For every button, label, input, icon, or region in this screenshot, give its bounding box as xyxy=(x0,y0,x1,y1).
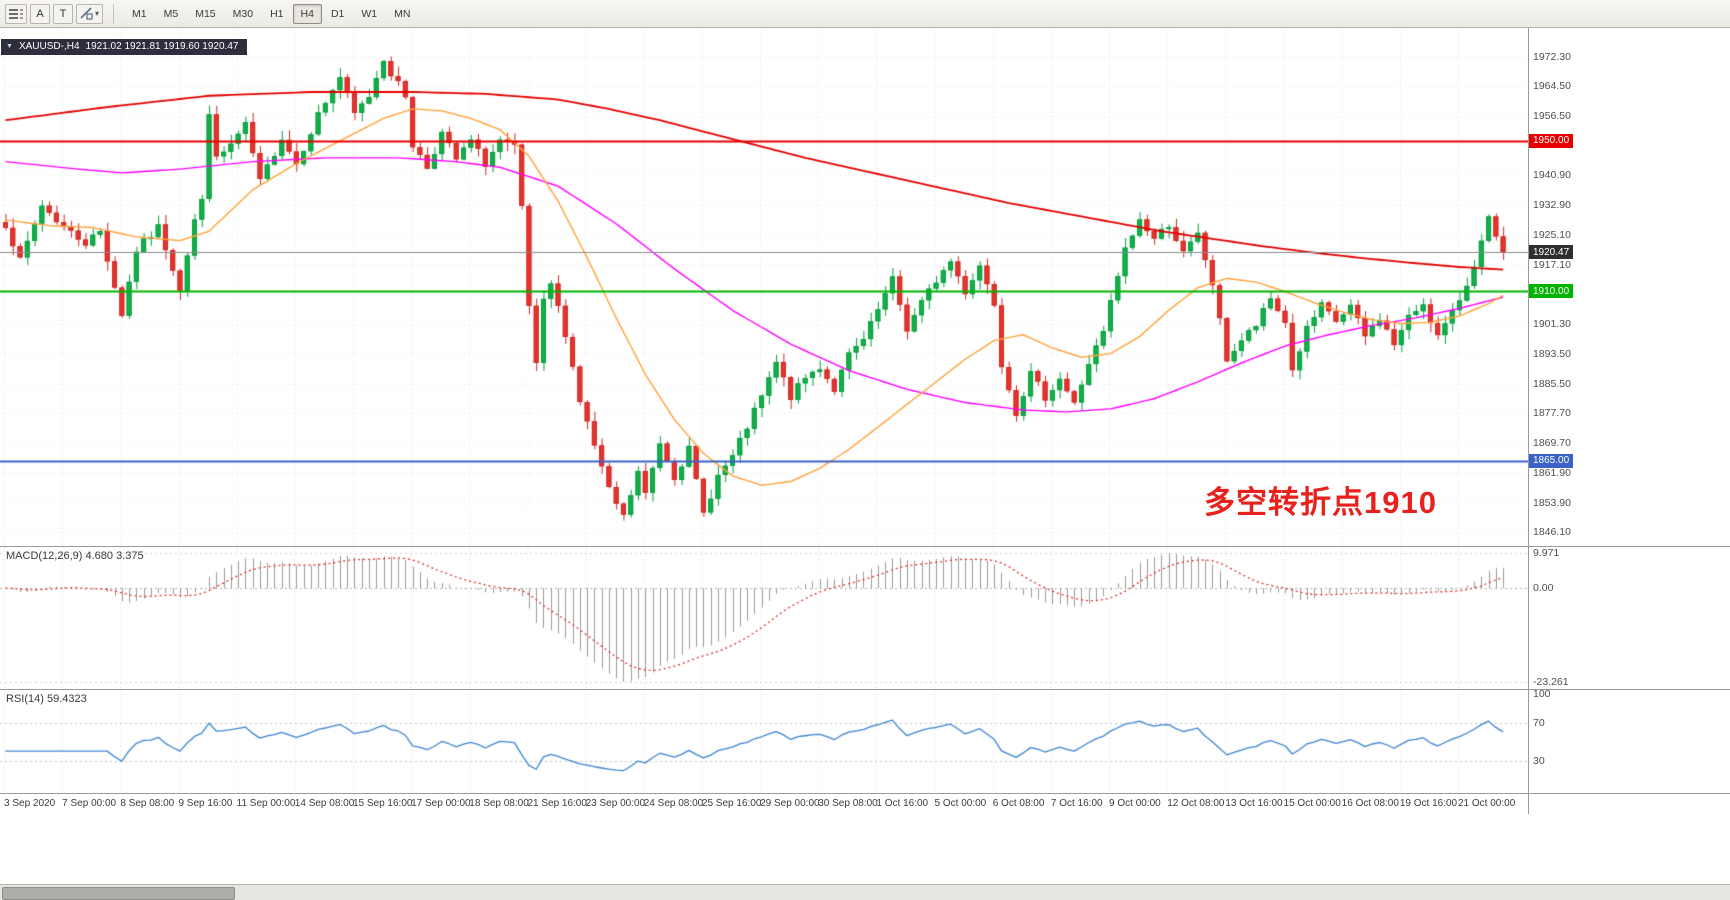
shapes-dropdown-button[interactable]: ▾ xyxy=(76,3,104,24)
time-axis-label: 19 Oct 16:00 xyxy=(1399,798,1458,809)
toolbar-separator xyxy=(113,3,115,24)
price-axis-label: 1846.10 xyxy=(1533,525,1571,538)
timeframe-button-m15[interactable]: M15 xyxy=(187,4,223,24)
price-tag-1910-00: 1910.00 xyxy=(1529,284,1574,299)
price-axis-label: 1925.10 xyxy=(1533,228,1571,241)
time-axis-label: 8 Sep 08:00 xyxy=(120,798,175,809)
chart-ohlc-values: 1921.02 1921.81 1919.60 1920.47 xyxy=(85,41,239,52)
price-axis-label: 1869.70 xyxy=(1533,437,1571,450)
toolbar: A T ▾ M1 M5 M15 M30 H1 H4 D1 W1 MN xyxy=(0,0,1730,28)
time-axis-label: 23 Sep 00:00 xyxy=(585,798,646,809)
time-axis-label: 3 Sep 2020 xyxy=(4,798,56,809)
timeframe-button-h4[interactable]: H4 xyxy=(292,3,322,24)
chevron-down-icon: ▾ xyxy=(95,9,100,18)
time-axis-label: 14 Sep 08:00 xyxy=(294,798,355,809)
timeframe-button-m5[interactable]: M5 xyxy=(156,4,187,24)
timeframe-button-h1[interactable]: H1 xyxy=(262,4,291,24)
time-axis-label: 30 Sep 08:00 xyxy=(818,798,878,809)
time-axis[interactable]: 3 Sep 2020 7 Sep 00:00 8 Sep 08:00 9 Sep 16… xyxy=(0,793,1730,814)
time-axis-label: 21 Oct 00:00 xyxy=(1458,798,1516,809)
time-axis-label: 1 Oct 16:00 xyxy=(876,798,929,809)
price-axis-label: 1893.50 xyxy=(1533,347,1571,360)
insert-arrow-tool-button[interactable]: A xyxy=(30,3,50,24)
time-axis-label: 15 Oct 00:00 xyxy=(1283,798,1341,809)
time-axis-label: 16 Oct 08:00 xyxy=(1341,798,1399,809)
price-axis[interactable]: 1972.30 1964.50 1956.50 1940.90 1932.90 1925.… xyxy=(1528,28,1730,814)
time-axis-label: 13 Oct 16:00 xyxy=(1225,798,1283,809)
timeframe-button-d1[interactable]: D1 xyxy=(323,4,352,24)
time-axis-label: 18 Sep 08:00 xyxy=(469,798,529,809)
price-axis-label: 1940.90 xyxy=(1533,169,1571,182)
chart-annotation-text: 多空转折点1910 xyxy=(1204,485,1437,520)
macd-axis-label: -23.261 xyxy=(1533,675,1569,688)
time-axis-label: 24 Sep 08:00 xyxy=(643,798,704,809)
chart-list-icon[interactable] xyxy=(5,3,27,24)
rsi-axis-label: 70 xyxy=(1533,716,1545,729)
time-axis-label: 5 Oct 00:00 xyxy=(934,798,987,809)
price-axis-label: 1956.50 xyxy=(1533,110,1571,123)
macd-axis-label: 0.00 xyxy=(1533,582,1554,595)
price-axis-label: 1877.70 xyxy=(1533,407,1571,420)
price-tag-1920-47: 1920.47 xyxy=(1529,245,1574,260)
price-axis-label: 1853.90 xyxy=(1533,496,1571,509)
time-axis-label: 7 Oct 16:00 xyxy=(1050,798,1103,809)
timeframe-button-m30[interactable]: M30 xyxy=(225,4,261,24)
main-chart-canvas[interactable] xyxy=(0,28,1528,546)
time-axis-label: 7 Sep 00:00 xyxy=(62,798,117,809)
rsi-axis-label: 100 xyxy=(1533,688,1551,700)
time-axis-label: 12 Oct 08:00 xyxy=(1167,798,1225,809)
macd-indicator-label: MACD(12,26,9) 4.680 3.375 xyxy=(6,550,144,562)
price-axis-label: 1901.30 xyxy=(1533,318,1571,331)
time-axis-label: 15 Sep 16:00 xyxy=(352,798,413,809)
price-axis-label: 1917.10 xyxy=(1533,258,1571,271)
time-axis-label: 21 Sep 16:00 xyxy=(527,798,587,809)
collapse-triangle-icon[interactable]: ▼ xyxy=(6,43,13,50)
horizontal-scrollbar[interactable] xyxy=(0,884,1730,900)
chart-title-overlay: ▼ XAUUSD-,H4 1921.02 1921.81 1919.60 192… xyxy=(1,39,248,55)
macd-axis-label: 9.971 xyxy=(1533,547,1560,560)
price-axis-label: 1972.30 xyxy=(1533,51,1571,63)
time-axis-label: 29 Sep 00:00 xyxy=(760,798,820,809)
price-axis-label: 1885.50 xyxy=(1533,377,1571,390)
time-axis-label: 11 Sep 00:00 xyxy=(236,798,296,809)
chart-symbol-timeframe: XAUUSD-,H4 xyxy=(18,41,80,52)
price-tag-1950-00: 1950.00 xyxy=(1529,133,1574,148)
time-axis-label: 9 Oct 00:00 xyxy=(1109,798,1161,809)
time-axis-label: 9 Sep 16:00 xyxy=(178,798,233,809)
timeframe-button-m1[interactable]: M1 xyxy=(124,4,155,24)
macd-panel-separator[interactable] xyxy=(0,546,1730,547)
time-axis-label: 17 Sep 00:00 xyxy=(411,798,471,809)
shapes-icon xyxy=(80,7,93,20)
price-axis-label: 1964.50 xyxy=(1533,80,1571,93)
scrollbar-thumb[interactable] xyxy=(2,887,235,900)
price-tag-1865-00: 1865.00 xyxy=(1529,453,1574,468)
timeframe-button-mn[interactable]: MN xyxy=(386,4,418,24)
timeframe-toolbar: M1 M5 M15 M30 H1 H4 D1 W1 MN xyxy=(124,3,418,24)
rsi-indicator-label: RSI(14) 59.4323 xyxy=(6,693,87,705)
insert-text-tool-button[interactable]: T xyxy=(53,3,73,24)
price-axis-label: 1861.90 xyxy=(1533,466,1571,479)
price-axis-label: 1932.90 xyxy=(1533,199,1571,212)
macd-canvas[interactable] xyxy=(0,547,1528,688)
time-axis-label: 6 Oct 08:00 xyxy=(992,798,1045,809)
timeframe-button-w1[interactable]: W1 xyxy=(353,4,385,24)
rsi-panel-separator[interactable] xyxy=(0,689,1730,690)
time-axis-label: 25 Sep 16:00 xyxy=(701,798,762,809)
rsi-axis-label: 30 xyxy=(1533,754,1545,767)
rsi-canvas[interactable] xyxy=(0,690,1528,793)
